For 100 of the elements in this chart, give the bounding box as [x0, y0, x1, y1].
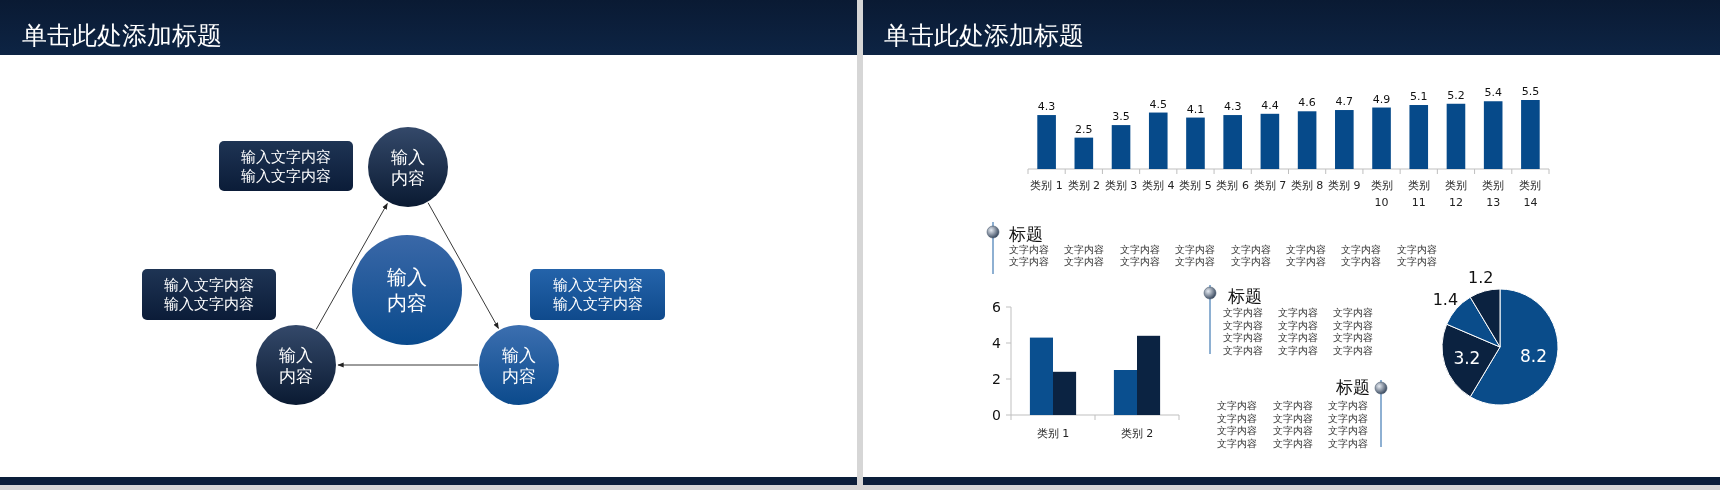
- text: 文字内容: [1278, 319, 1318, 331]
- text: 文字内容: [1286, 255, 1326, 267]
- data-label: 3.5: [1112, 110, 1130, 124]
- text: 文字内容: [1223, 345, 1263, 357]
- text: 输入内容: [502, 344, 536, 386]
- text: 文字内容: [1223, 307, 1263, 318]
- text: 文字内容: [1009, 244, 1049, 255]
- text: 输入文字内容输入文字内容: [164, 276, 254, 313]
- data-label: 4.9: [1372, 92, 1391, 106]
- text: 文字内容: [1278, 307, 1318, 318]
- x-tick-label: 类别 12: [1444, 179, 1467, 209]
- y-tick-label: 4: [992, 335, 1002, 351]
- x-tick-label: 类别 1: [1030, 179, 1063, 192]
- text: 文字内容: [1272, 412, 1313, 424]
- text: 文字内容: [1217, 400, 1257, 411]
- x-tick-label: 类别 8: [1290, 179, 1324, 192]
- text: 输入内容: [387, 265, 427, 315]
- data-label: 4.6: [1298, 96, 1316, 110]
- text: 文字内容: [1230, 255, 1271, 267]
- text: 文字内容: [1396, 255, 1437, 267]
- text: 文字内容: [1333, 345, 1373, 357]
- data-label: 8.2: [1520, 346, 1548, 367]
- x-tick-label: 类别 7: [1253, 179, 1287, 192]
- bar: [1029, 337, 1053, 415]
- text: 文字内容: [1333, 319, 1373, 331]
- data-label: 1.4: [1432, 289, 1459, 309]
- text: 输入内容: [279, 344, 313, 386]
- data-label: 5.1: [1410, 90, 1428, 104]
- bar: [1148, 112, 1168, 169]
- text: 文字内容: [1341, 255, 1382, 267]
- x-tick-label: 类别 13: [1482, 179, 1505, 209]
- bar: [1223, 115, 1242, 169]
- bar: [1137, 335, 1161, 415]
- text: 标题: [1008, 224, 1043, 244]
- text: 文字内容: [1272, 400, 1313, 411]
- x-tick-label: 类别 1: [1036, 427, 1070, 440]
- y-tick-label: 6: [992, 299, 1002, 315]
- text: 文字内容: [1396, 244, 1437, 255]
- text: 文字内容: [1328, 438, 1368, 450]
- text: 文字内容: [1286, 244, 1326, 255]
- x-tick-label: 类别 14: [1519, 179, 1542, 209]
- text: 标题: [1335, 377, 1370, 397]
- text: 文字内容: [1119, 244, 1160, 255]
- x-tick-label: 类别 3: [1104, 179, 1138, 192]
- text: 文字内容: [1223, 319, 1263, 331]
- text: 文字内容: [1119, 255, 1160, 267]
- x-tick-label: 类别 2: [1067, 179, 1101, 192]
- x-tick-label: 类别 9: [1328, 179, 1361, 192]
- bar: [1372, 107, 1391, 169]
- text: 文字内容: [1272, 438, 1313, 450]
- bar: [1483, 101, 1503, 169]
- text: 文字内容: [1064, 244, 1105, 255]
- y-tick-label: 0: [992, 407, 1001, 423]
- bar: [1297, 111, 1317, 169]
- text: 输入内容: [391, 146, 425, 188]
- data-label: 5.4: [1484, 86, 1502, 100]
- bar: [1074, 137, 1094, 169]
- data-label: 3.2: [1453, 347, 1481, 368]
- text: 文字内容: [1217, 438, 1257, 450]
- text: 文字内容: [1328, 400, 1368, 411]
- text: 文字内容: [1064, 255, 1105, 267]
- data-label: 4.5: [1149, 97, 1167, 111]
- text: 输入文字内容输入文字内容: [552, 276, 643, 313]
- bar: [1521, 100, 1540, 169]
- data-label: 4.4: [1261, 98, 1279, 112]
- bar: [1053, 371, 1077, 415]
- bar: [1335, 110, 1354, 169]
- text: 单击此处添加标题: [22, 21, 222, 50]
- text: 文字内容: [1333, 332, 1373, 344]
- x-tick-label: 类别 6: [1216, 179, 1249, 192]
- text: 文字内容: [1333, 307, 1373, 318]
- text: 文字内容: [1272, 425, 1313, 437]
- bar: [1446, 103, 1466, 169]
- data-label: 4.1: [1186, 102, 1205, 116]
- x-tick-label: 类别 2: [1120, 427, 1154, 440]
- text: 文字内容: [1009, 255, 1049, 267]
- data-label: 2.5: [1075, 122, 1093, 136]
- text: 文字内容: [1278, 345, 1318, 357]
- text: 文字内容: [1230, 244, 1271, 255]
- text: 文字内容: [1278, 332, 1318, 344]
- bar: [1113, 370, 1137, 415]
- data-label: 4.3: [1223, 100, 1242, 114]
- text: 输入文字内容输入文字内容: [241, 147, 331, 185]
- text: 文字内容: [1217, 412, 1257, 424]
- bar: [1260, 113, 1280, 169]
- data-label: 5.2: [1447, 88, 1465, 102]
- text: 文字内容: [1217, 425, 1257, 437]
- text: 文字内容: [1175, 255, 1216, 267]
- data-label: 4.7: [1335, 95, 1354, 109]
- bar: [1037, 115, 1056, 169]
- data-label: 4.3: [1037, 100, 1056, 114]
- data-label: 1.2: [1467, 267, 1494, 287]
- bar: [1409, 105, 1429, 169]
- text: 文字内容: [1175, 244, 1216, 255]
- text: 文字内容: [1341, 244, 1382, 255]
- bar: [1111, 125, 1131, 169]
- text: 文字内容: [1328, 425, 1368, 437]
- text: 单击此处添加标题: [884, 21, 1084, 50]
- data-label: 5.5: [1521, 85, 1540, 98]
- text: 标题: [1227, 286, 1262, 306]
